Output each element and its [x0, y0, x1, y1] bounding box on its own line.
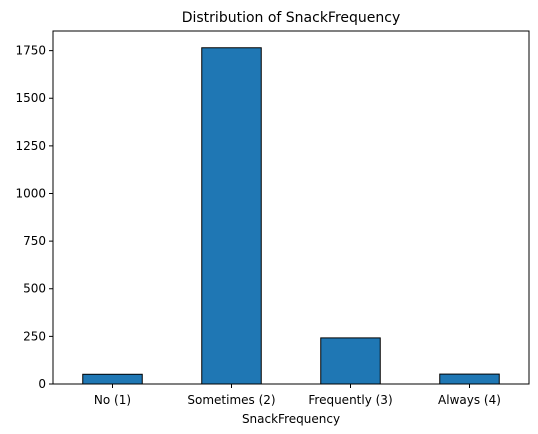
plot-area: 0 250 500 750 1000 1250 1500 1750 No (1) Sometime… — [15, 30, 530, 407]
y-tick-label: 1250 — [15, 139, 46, 153]
x-tick-label: No (1) — [94, 393, 131, 407]
bar — [201, 47, 262, 385]
y-tick-label: 1000 — [15, 186, 46, 200]
y-tick-label: 500 — [23, 282, 46, 296]
y-tick-label: 750 — [23, 234, 46, 248]
y-tick-label: 0 — [38, 377, 46, 391]
x-tick-label: Frequently (3) — [308, 393, 392, 407]
y-tick-label: 1500 — [15, 91, 46, 105]
y-tick-label: 1750 — [15, 44, 46, 58]
bar — [320, 337, 381, 385]
x-tick-label: Always (4) — [438, 393, 501, 407]
x-axis-label: SnackFrequency — [242, 412, 340, 426]
bar — [82, 373, 143, 385]
y-tick-label: 250 — [23, 329, 46, 343]
chart-title: Distribution of SnackFrequency — [182, 10, 401, 26]
x-tick-label: Sometimes (2) — [187, 393, 275, 407]
bar — [439, 373, 500, 385]
plot-frame — [52, 30, 530, 385]
